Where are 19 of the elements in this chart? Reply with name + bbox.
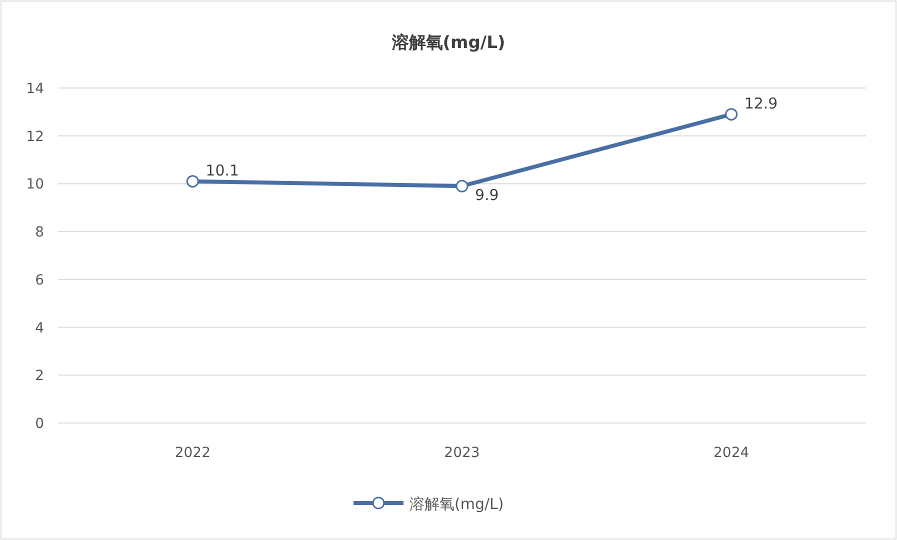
point [456,180,468,192]
chart-title: 溶解氧(mg/L) [390,33,506,53]
legend-label: 溶解氧(mg/L) [410,495,504,513]
point [186,175,199,188]
x-tick-label: 2024 [714,445,750,461]
y-tick-label: 10 [26,176,44,193]
x-tick-label: 2023 [444,445,480,461]
point [725,108,738,121]
y-tick-label: 12 [26,128,44,145]
y-tick-label: 14 [26,81,44,97]
x-tick-label: 2022 [174,445,210,461]
data-label: 9.9 [475,186,499,204]
y-tick-label: 4 [35,320,44,336]
y-tick-label: 8 [35,224,44,241]
data-label: 12.9 [744,94,778,112]
y-tick-label: 6 [35,272,44,288]
y-tick-label: 2 [35,368,44,384]
data-label: 10.1 [206,161,240,180]
y-tick-label: 0 [35,416,44,432]
